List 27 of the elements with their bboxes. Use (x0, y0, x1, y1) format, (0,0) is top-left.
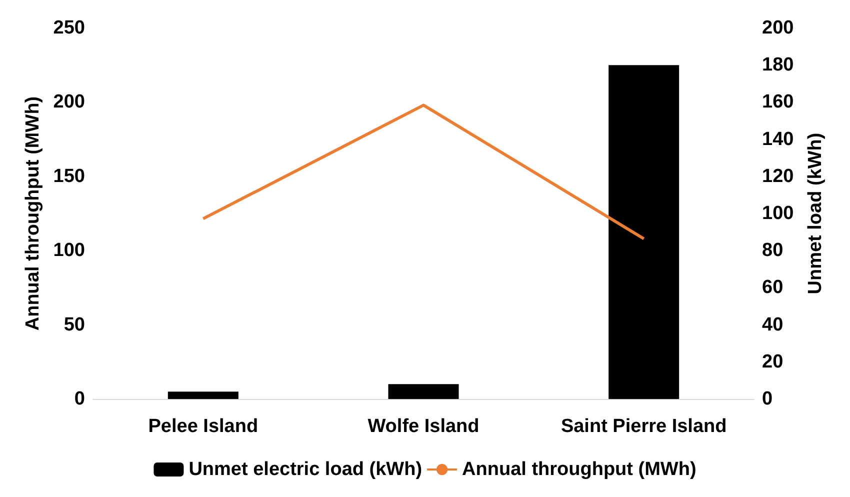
y2-tick-label: 140 (762, 128, 794, 150)
y2-axis-title: Unmet load (kWh) (805, 132, 826, 294)
legend-label: Annual throughput (MWh) (462, 459, 696, 480)
y2-tick-label: 100 (762, 203, 794, 224)
x-tick-label: Pelee Island (148, 416, 258, 437)
y2-tick-label: 60 (762, 277, 784, 298)
y2-tick-label: 80 (762, 240, 784, 262)
y2-tick-label: 180 (762, 54, 794, 76)
y-tick-label: 150 (53, 166, 85, 187)
y2-tick-label: 200 (762, 18, 794, 38)
y-tick-label: 100 (53, 240, 85, 262)
x-tick-label: Saint Pierre Island (560, 416, 727, 437)
legend-label: Unmet electric load (kWh) (188, 459, 422, 480)
y2-tick-label: 40 (762, 314, 784, 336)
y2-tick-label: 160 (762, 92, 794, 113)
bar (388, 384, 459, 399)
bar (608, 65, 680, 399)
y-tick-label: 250 (53, 18, 85, 38)
bar (168, 392, 238, 399)
y-tick-label: 50 (64, 314, 85, 336)
y2-tick-label: 0 (762, 388, 773, 410)
y2-tick-label: 20 (762, 351, 784, 372)
x-tick-label: Wolfe Island (368, 416, 480, 437)
y-axis-title: Annual throughput (MWh) (22, 96, 44, 331)
y2-tick-label: 120 (762, 166, 794, 187)
y-tick-label: 0 (74, 388, 85, 410)
y-tick-label: 200 (53, 92, 85, 113)
